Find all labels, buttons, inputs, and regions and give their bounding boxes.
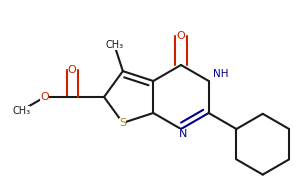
Text: NH: NH <box>213 69 229 79</box>
Text: CH₃: CH₃ <box>12 106 30 116</box>
Text: N: N <box>179 129 187 139</box>
Text: S: S <box>119 118 126 128</box>
Text: CH₃: CH₃ <box>105 40 124 50</box>
Text: O: O <box>68 65 76 75</box>
Text: O: O <box>40 92 49 102</box>
Text: O: O <box>177 31 185 41</box>
